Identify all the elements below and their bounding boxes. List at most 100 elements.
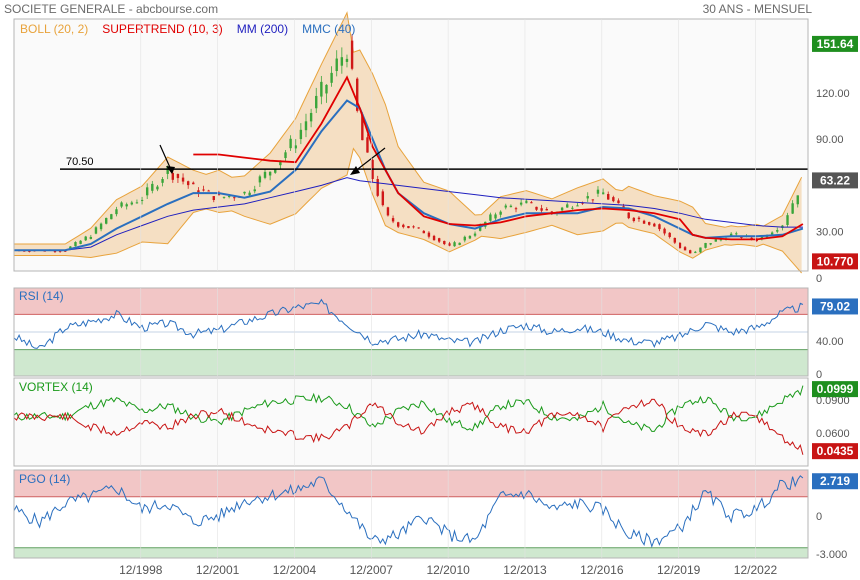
candle-body bbox=[683, 247, 687, 251]
price-badge-2: 10.770 bbox=[812, 253, 858, 270]
candle-body bbox=[376, 179, 379, 196]
candle-body bbox=[407, 226, 410, 229]
candle-body bbox=[248, 192, 251, 196]
vortex-badge-0-text: 0.0999 bbox=[817, 382, 854, 396]
candle-body bbox=[84, 236, 87, 241]
x-axis-label: 12/2007 bbox=[350, 563, 394, 577]
vortex-y-tick: 0.0600 bbox=[816, 428, 850, 440]
price-badge-1-bg bbox=[812, 172, 858, 189]
candle-body bbox=[227, 195, 231, 197]
rsi-oversold-zone bbox=[14, 349, 808, 376]
candle-body bbox=[171, 173, 174, 180]
level-line-label: 70.50 bbox=[66, 156, 94, 168]
x-axis-label: 12/2013 bbox=[503, 563, 547, 577]
candle-body bbox=[274, 169, 277, 173]
candle-body bbox=[335, 58, 338, 72]
candle-body bbox=[130, 202, 134, 205]
candle-body bbox=[796, 195, 799, 205]
bollinger-upper-line bbox=[14, 11, 803, 245]
candle-body bbox=[381, 191, 385, 206]
candle-body bbox=[453, 242, 456, 247]
candle-body bbox=[617, 200, 620, 204]
candle-body bbox=[729, 233, 733, 237]
candle-body bbox=[678, 242, 682, 249]
candle-body bbox=[540, 208, 543, 211]
candle-body bbox=[166, 166, 169, 174]
candle-body bbox=[309, 112, 313, 122]
candle-body bbox=[648, 222, 651, 225]
vortex-panel-bg bbox=[14, 378, 808, 466]
candle-body bbox=[422, 230, 426, 234]
candle-body bbox=[499, 211, 502, 215]
candle-body bbox=[601, 192, 605, 195]
candle-body bbox=[694, 251, 697, 253]
candle-body bbox=[135, 202, 139, 204]
candle-body bbox=[437, 238, 441, 242]
x-axis-label: 12/1998 bbox=[119, 563, 163, 577]
candle-body bbox=[776, 230, 779, 232]
pgo-lower-zone bbox=[14, 547, 808, 558]
candle-body bbox=[504, 205, 507, 208]
candle-body bbox=[560, 207, 564, 211]
candle-body bbox=[289, 138, 292, 149]
candle-body bbox=[279, 160, 282, 166]
candle-body bbox=[530, 202, 533, 204]
candle-body bbox=[417, 227, 420, 229]
candle-body bbox=[791, 203, 794, 214]
candle-body bbox=[458, 242, 461, 245]
candle-body bbox=[699, 247, 702, 253]
supertrend-line bbox=[193, 75, 804, 241]
candle-body bbox=[566, 204, 569, 208]
price-y-tick: 30.00 bbox=[816, 227, 844, 239]
pgo-panel-frame bbox=[13, 469, 809, 559]
candle-body bbox=[443, 240, 446, 245]
candle-body bbox=[145, 187, 149, 196]
candle-body bbox=[750, 237, 753, 239]
legend-item-2: MM (200) bbox=[237, 22, 288, 36]
candle-body bbox=[709, 243, 712, 245]
candle-body bbox=[786, 215, 789, 225]
candle-body bbox=[294, 145, 297, 149]
candle-body bbox=[545, 209, 548, 211]
candle-body bbox=[207, 190, 210, 192]
candle-body bbox=[432, 235, 436, 241]
vortex-title: VORTEX (14) bbox=[19, 380, 93, 394]
candle-body bbox=[28, 250, 31, 252]
candle-body bbox=[325, 84, 328, 94]
pgo-title: PGO (14) bbox=[19, 472, 70, 486]
candle-body bbox=[356, 78, 359, 111]
candle-body bbox=[770, 232, 774, 235]
candle-body bbox=[591, 199, 595, 201]
candle-body bbox=[53, 250, 57, 252]
arrow-head-left bbox=[166, 166, 175, 174]
candle-body bbox=[714, 239, 717, 242]
candle-body bbox=[156, 186, 159, 190]
candle-body bbox=[473, 233, 477, 236]
candle-body bbox=[125, 204, 128, 207]
candle-body bbox=[74, 242, 77, 247]
candle-body bbox=[448, 243, 451, 246]
candle-body bbox=[79, 240, 82, 244]
candle-body bbox=[642, 220, 646, 224]
pgo-badge: 2.719 bbox=[812, 473, 858, 490]
vortex-badge-1: 0.0435 bbox=[812, 443, 858, 460]
candle-body bbox=[202, 189, 205, 191]
candle-body bbox=[478, 225, 482, 231]
candle-body bbox=[627, 212, 630, 219]
candle-body bbox=[658, 224, 661, 230]
vortex-plus-line bbox=[13, 385, 804, 432]
candle-body bbox=[688, 250, 692, 254]
candle-body bbox=[120, 202, 123, 207]
rsi-badge: 79.02 bbox=[812, 298, 858, 315]
price-badge-1-text: 63.22 bbox=[820, 173, 850, 187]
pgo-y-tick: 0 bbox=[816, 511, 822, 523]
rsi-title: RSI (14) bbox=[19, 289, 64, 303]
rsi-y-tick: 40.00 bbox=[816, 336, 844, 348]
bollinger-lower-line bbox=[14, 147, 802, 274]
candle-body bbox=[653, 223, 656, 227]
vortex-y-tick: 0.0900 bbox=[816, 395, 850, 407]
candle-body bbox=[222, 196, 226, 198]
price-y-tick: 120.00 bbox=[816, 88, 850, 100]
period-label: 30 ANS - MENSUEL bbox=[702, 2, 812, 16]
